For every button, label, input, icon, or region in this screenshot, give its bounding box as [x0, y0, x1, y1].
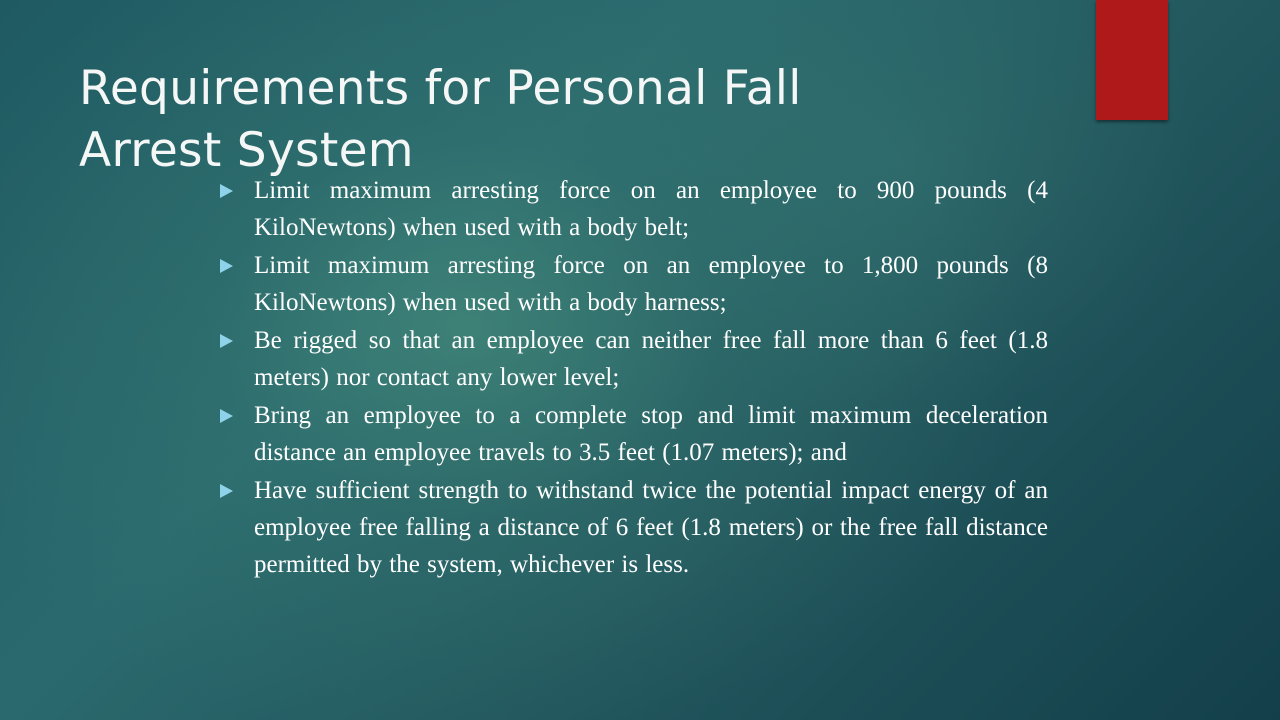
bullet-text: Limit maximum arresting force on an empl…: [254, 252, 1048, 316]
triangle-bullet-icon: [220, 484, 233, 498]
slide-title: Requirements for Personal Fall Arrest Sy…: [79, 61, 802, 178]
list-item: Bring an employee to a complete stop and…: [218, 397, 1048, 471]
list-item: Be rigged so that an employee can neithe…: [218, 322, 1048, 396]
bullet-text: Limit maximum arresting force on an empl…: [254, 177, 1048, 241]
list-item: Limit maximum arresting force on an empl…: [218, 172, 1048, 246]
bullet-list: Limit maximum arresting force on an empl…: [218, 172, 1048, 584]
accent-bar: [1096, 0, 1168, 120]
triangle-bullet-icon: [220, 259, 233, 273]
triangle-bullet-icon: [220, 334, 233, 348]
bullet-text: Have sufficient strength to withstand tw…: [254, 477, 1048, 578]
bullet-text: Be rigged so that an employee can neithe…: [254, 327, 1048, 391]
triangle-bullet-icon: [220, 184, 233, 198]
list-item: Have sufficient strength to withstand tw…: [218, 472, 1048, 583]
bullet-text: Bring an employee to a complete stop and…: [254, 402, 1048, 466]
list-item: Limit maximum arresting force on an empl…: [218, 247, 1048, 321]
triangle-bullet-icon: [220, 409, 233, 423]
